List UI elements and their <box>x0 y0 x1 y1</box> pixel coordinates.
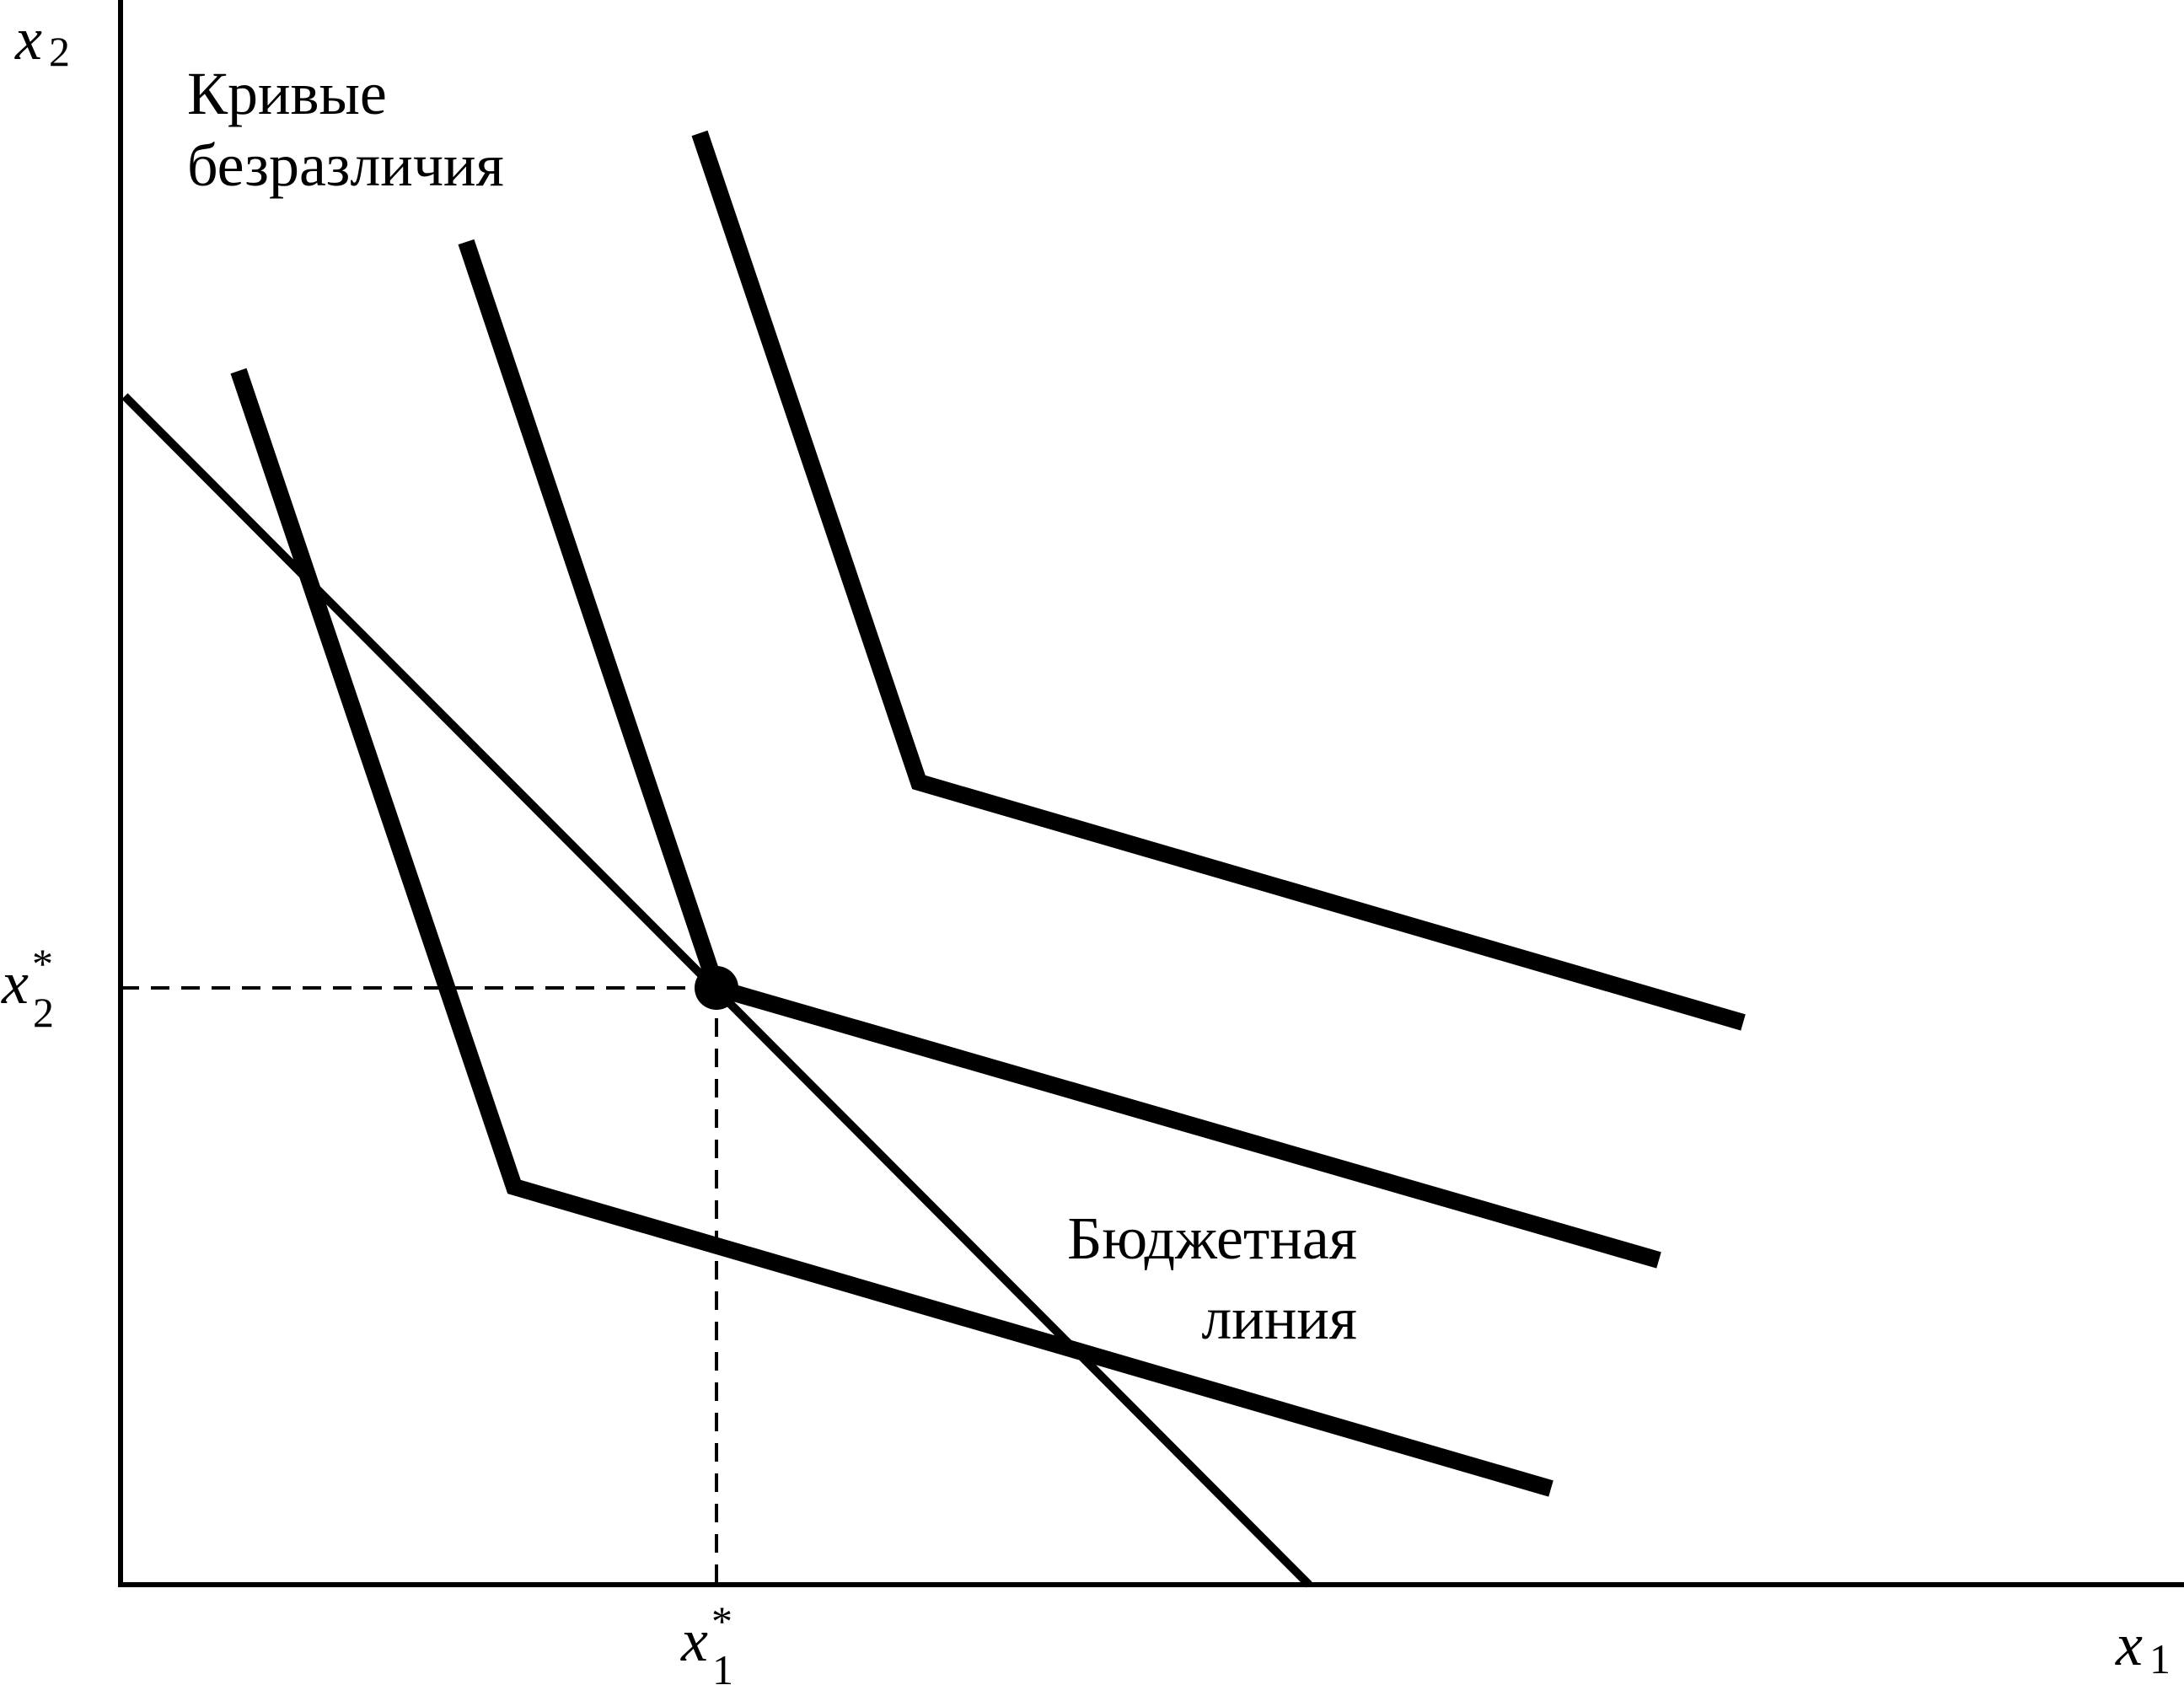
optimum-point <box>695 966 738 1010</box>
x1-star-label: x* 1 <box>680 1597 733 1685</box>
x2-star-label: x* 2 <box>1 940 54 1036</box>
indifference-curve-mid <box>458 239 1661 1269</box>
indifference-curve-low <box>230 368 1553 1497</box>
budget-line-label-line2: линия <box>1201 1285 1357 1352</box>
indifference-curves-label-line2: безразличия <box>187 131 504 199</box>
indifference-curves-label-line1: Кривые <box>187 60 387 127</box>
budget-line-label-line1: Бюджетная <box>1067 1205 1357 1272</box>
indifference-curve-high <box>691 130 1746 1031</box>
